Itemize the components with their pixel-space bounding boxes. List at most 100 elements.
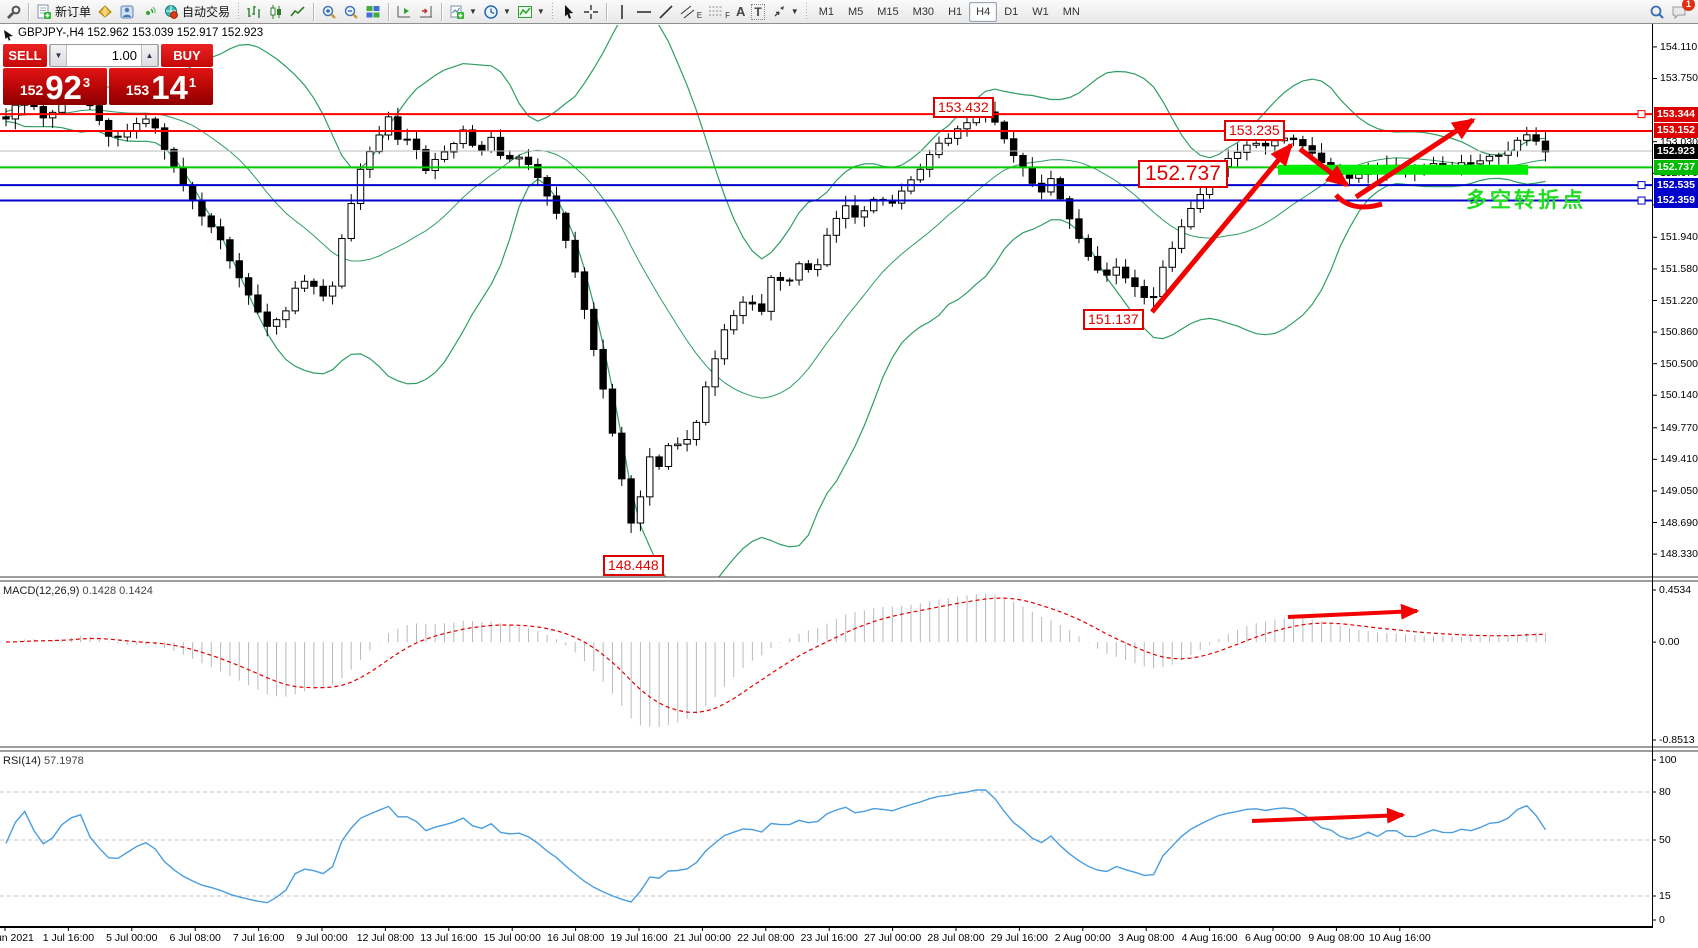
crosshair-icon	[583, 4, 598, 19]
channel-tool-button[interactable]: E	[677, 2, 705, 22]
toolbar-grip[interactable]	[804, 2, 809, 21]
candlestick-button[interactable]	[265, 2, 287, 22]
chart-shift-button[interactable]	[415, 2, 437, 22]
dropdown-caret-icon: ▼	[790, 7, 799, 16]
trend-arrow[interactable]	[1354, 117, 1476, 200]
bid-pip: 3	[82, 75, 91, 90]
timeframe-h1[interactable]: H1	[948, 5, 963, 18]
indicators-icon	[517, 5, 532, 18]
separator	[388, 2, 390, 21]
price-axis-tick: 149.050	[1660, 484, 1698, 497]
timeframe-m30[interactable]: M30	[912, 5, 935, 18]
price-annotation[interactable]: 153.235	[1224, 120, 1285, 141]
zoom-in-button[interactable]	[318, 2, 340, 22]
support-zone-bar[interactable]	[1278, 164, 1528, 175]
auto-trading-label: 自动交易	[182, 5, 231, 19]
bid-price-button[interactable]: 152 92 3	[3, 68, 107, 105]
bar-chart-button[interactable]	[243, 2, 265, 22]
timeframe-mn[interactable]: MN	[1062, 5, 1080, 18]
price-axis-tick: 153.750	[1660, 72, 1698, 85]
indicators-button[interactable]: ▼	[514, 2, 548, 22]
timeframe-m15[interactable]: M15	[877, 5, 899, 18]
timeframe-w1[interactable]: W1	[1032, 5, 1049, 18]
buy-button[interactable]: BUY	[161, 44, 213, 67]
line-handle[interactable]	[1637, 181, 1646, 190]
price-annotation[interactable]: 153.432	[933, 97, 994, 118]
vertical-line-tool-button[interactable]	[611, 2, 633, 22]
volume-input[interactable]	[67, 45, 141, 66]
timeframe-d1[interactable]: D1	[1004, 5, 1019, 18]
macd-signal-line	[5, 597, 1546, 714]
trendline-icon	[659, 4, 673, 19]
toolbar-grip[interactable]	[236, 2, 241, 21]
ask-price-button[interactable]: 153 14 1	[109, 68, 213, 105]
market-depth-button[interactable]	[94, 2, 116, 22]
price-annotation[interactable]: 152.737	[1138, 160, 1228, 188]
text-tool-button[interactable]: A	[733, 2, 748, 22]
zoom-out-icon	[344, 5, 358, 19]
timeframe-h4[interactable]: H4	[969, 1, 998, 22]
new-order-button[interactable]: 新订单	[33, 2, 94, 22]
bid-prefix: 152	[19, 82, 44, 98]
rsi-arrow[interactable]	[1251, 807, 1406, 824]
line-handle[interactable]	[1637, 110, 1646, 119]
horizontal-line-tool-button[interactable]	[633, 2, 655, 22]
cursor-tool-button[interactable]	[558, 2, 580, 22]
trend-arrow[interactable]	[1150, 142, 1293, 314]
level-price-label: 152.359	[1654, 193, 1698, 209]
line-chart-button[interactable]	[287, 2, 309, 22]
gold-diamond-icon	[98, 4, 112, 18]
tile-windows-icon	[366, 5, 380, 17]
crosshair-tool-button[interactable]	[580, 2, 602, 22]
trendline-tool-button[interactable]	[655, 2, 677, 22]
volume-increase-button[interactable]: ▲	[141, 45, 158, 66]
price-axis-tick: 150.140	[1660, 389, 1698, 402]
notifications-button[interactable]: 1	[1668, 0, 1695, 22]
macd-arrow[interactable]	[1287, 603, 1420, 620]
volume-box: ▼ ▲	[49, 44, 159, 67]
time-axis-label: 16 Jul 08:00	[546, 932, 605, 944]
notification-badge: 1	[1682, 0, 1695, 11]
level-price-label: 152.535	[1654, 177, 1698, 193]
toolbar-grip[interactable]	[550, 2, 555, 21]
tile-windows-button[interactable]	[362, 2, 384, 22]
turning-point-note[interactable]: 多空转折点	[1466, 189, 1586, 212]
text-label-tool-button[interactable]: T	[748, 2, 767, 22]
periods-button[interactable]: ▼	[480, 2, 514, 22]
bollinger-band-line	[5, 120, 1546, 577]
signals-button[interactable]	[138, 2, 160, 22]
bid-main: 92	[45, 69, 82, 106]
price-axis-tick: 149.410	[1660, 453, 1698, 466]
price-annotation[interactable]: 151.137	[1083, 309, 1144, 330]
arrows-tool-button[interactable]: ▼	[768, 2, 802, 22]
auto-scroll-button[interactable]	[393, 2, 415, 22]
timeframe-m5[interactable]: M5	[847, 5, 864, 18]
price-annotation[interactable]: 148.448	[603, 555, 664, 576]
time-axis-label: 5 Jul 00:00	[106, 932, 158, 944]
separator	[28, 2, 29, 21]
auto-trading-button[interactable]: 自动交易	[160, 2, 233, 22]
clock-icon	[484, 4, 498, 19]
candlestick-series	[2, 77, 1550, 533]
rsi-value: 57.1978	[43, 755, 84, 767]
shapes-icon	[774, 5, 784, 16]
toolbox-icon[interactable]	[2, 2, 24, 22]
volume-decrease-button[interactable]: ▼	[50, 45, 67, 66]
time-axis-label: 28 Jul 08:00	[927, 932, 985, 944]
trend-arrow[interactable]	[1298, 147, 1350, 187]
horizontal-line-icon	[636, 10, 651, 13]
sell-button[interactable]: SELL	[3, 44, 47, 67]
search-button[interactable]	[1646, 2, 1668, 22]
line-handle[interactable]	[1637, 196, 1646, 205]
price-axis-tick: 151.220	[1660, 294, 1698, 307]
fibonacci-tool-button[interactable]: F	[705, 2, 733, 22]
time-axis-label: 15 Jul 00:00	[483, 932, 541, 944]
new-chart-button[interactable]: ▼	[446, 2, 480, 22]
zoom-out-button[interactable]	[340, 2, 362, 22]
hook-curve[interactable]	[1334, 193, 1383, 210]
rsi-label: RSI(14) 57.1978	[3, 755, 84, 767]
zoom-in-icon	[322, 5, 336, 19]
data-window-button[interactable]	[116, 2, 138, 22]
timeframe-m1[interactable]: M1	[818, 5, 834, 18]
